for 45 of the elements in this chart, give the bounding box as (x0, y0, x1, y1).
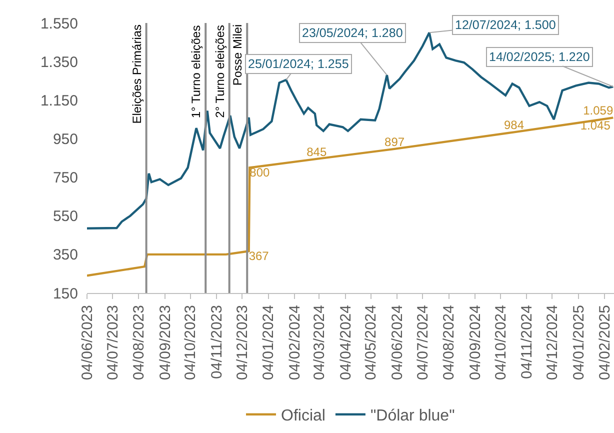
x-tick-label: 04/10/2024 (492, 305, 510, 380)
x-tick-label: 04/09/2023 (156, 305, 174, 380)
ref-line-label: 2° Turno eleições (212, 24, 227, 118)
x-tick-label: 04/08/2024 (440, 305, 458, 380)
data-label: 1.059 (583, 104, 614, 118)
x-tick-label: 04/02/2024 (286, 305, 304, 380)
data-label: 800 (250, 166, 270, 180)
x-tick-label: 04/04/2024 (337, 305, 354, 380)
y-tick-label: 150 (52, 285, 78, 302)
x-tick-label: 04/10/2023 (182, 305, 200, 380)
data-label: 897 (384, 134, 405, 149)
y-tick-label: 1.350 (40, 54, 78, 71)
data-label: 845 (306, 144, 327, 159)
x-tick-label: 04/07/2024 (414, 305, 432, 380)
x-tick-label: 04/11/2023 (208, 305, 226, 379)
annotation: 25/01/2024; 1.255 (248, 57, 349, 71)
data-label: 984 (504, 118, 524, 132)
x-tick-label: 04/05/2024 (362, 305, 380, 380)
ref-line-label: 1° Turno eleições (189, 25, 204, 118)
x-tick-label: 04/06/2024 (388, 305, 406, 380)
x-tick-label: 04/09/2024 (466, 305, 484, 380)
data-label: 367 (248, 249, 270, 264)
x-tick-label: 04/06/2023 (78, 305, 96, 380)
x-tick-label: 04/08/2023 (130, 305, 148, 380)
x-tick-label: 04/07/2023 (104, 305, 122, 380)
y-tick-label: 950 (52, 130, 78, 148)
x-tick-label: 04/12/2024 (544, 305, 562, 380)
y-tick-label: 350 (52, 246, 78, 264)
legend-label: "Dólar blue" (370, 408, 455, 425)
annotation: 14/02/2025; 1.220 (489, 50, 590, 64)
annotation: 23/05/2024; 1.280 (302, 26, 403, 40)
x-tick-label: 04/01/2025 (570, 305, 588, 380)
ref-line-label: Eleições Primárias (130, 24, 144, 124)
y-tick-label: 750 (52, 170, 78, 187)
y-tick-label: 550 (52, 208, 78, 226)
y-tick-label: 1.550 (40, 15, 78, 32)
ref-line-label: Posse Milei (230, 24, 245, 86)
x-tick-label: 04/01/2024 (260, 305, 278, 380)
y-tick-label: 1.150 (40, 92, 78, 110)
annotation: 12/07/2024; 1.500 (455, 18, 556, 32)
x-tick-label: 04/02/2025 (596, 305, 614, 380)
x-tick-label: 04/11/2024 (518, 305, 536, 379)
x-tick-label: 04/03/2024 (311, 305, 328, 380)
legend-label: Oficial (281, 408, 326, 425)
x-tick-label: 04/12/2023 (234, 305, 251, 380)
